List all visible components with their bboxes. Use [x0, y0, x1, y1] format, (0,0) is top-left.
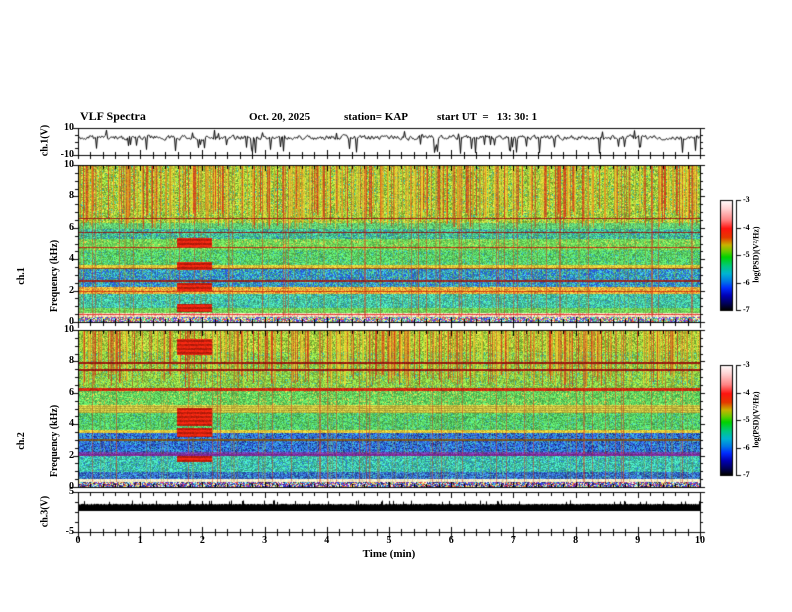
spec2-y-tick-label: 0: [69, 481, 74, 492]
wave-y-tick-label: 10: [64, 122, 74, 133]
x-tick-label: 7: [510, 535, 516, 546]
ch1-axis-channel: ch.1: [16, 267, 27, 285]
colorbar1-tick-label: -3: [743, 195, 750, 204]
x-tick-label: 0: [75, 535, 81, 546]
spec2-y-tick-label: 10: [64, 324, 74, 335]
x-tick-label: 8: [573, 535, 579, 546]
ch2-axis-channel: ch.2: [16, 432, 27, 450]
x-tick-label: 2: [199, 535, 205, 546]
colorbar2-tick-label: -6: [743, 443, 750, 452]
x-tick-label: 6: [448, 535, 454, 546]
spec1-y-tick-label: 2: [69, 285, 74, 296]
x-tick-label: 5: [386, 535, 392, 546]
spec2-y-tick-label: 8: [69, 355, 74, 366]
spec1-y-tick-label: 0: [69, 316, 74, 327]
station-label: station= KAP: [344, 111, 409, 123]
date-label: Oct. 20, 2025: [249, 111, 311, 123]
spec2-y-tick-label: 6: [69, 387, 74, 398]
colorbar1-tick-label: -6: [743, 278, 750, 287]
spec1-y-tick-label: 4: [69, 253, 74, 264]
x-tick-label: 10: [695, 535, 705, 546]
spec2-y-tick-label: 2: [69, 450, 74, 461]
colorbar1-tick-label: -4: [743, 223, 750, 232]
x-tick-label: 1: [137, 535, 143, 546]
x-tick-label: 4: [324, 535, 330, 546]
colorbar2-tick-label: -5: [743, 415, 750, 424]
ch3-y-tick-label: -5: [65, 526, 74, 537]
colorbar2-tick-label: -4: [743, 388, 750, 397]
colorbar2-tick-label: -7: [743, 470, 750, 479]
x-tick-label: 3: [262, 535, 268, 546]
x-tick-label: 9: [635, 535, 641, 546]
colorbar1-tick-label: -7: [743, 305, 750, 314]
page-title: VLF Spectra: [80, 109, 146, 123]
colorbar1-tick-label: -5: [743, 250, 750, 259]
spec1-y-tick-label: 6: [69, 222, 74, 233]
wave-y-tick-label: -10: [60, 149, 74, 160]
spec1-y-tick-label: 8: [69, 190, 74, 201]
time-axis-label: Time (min): [362, 548, 416, 560]
spec2-y-tick-label: 4: [69, 418, 74, 429]
spec1-y-tick-label: 10: [64, 159, 74, 170]
colorbar2-tick-label: -3: [743, 360, 750, 369]
ch3-y-tick-label: 5: [69, 486, 74, 497]
start-ut-label: start UT = 13: 30: 1: [437, 111, 538, 123]
